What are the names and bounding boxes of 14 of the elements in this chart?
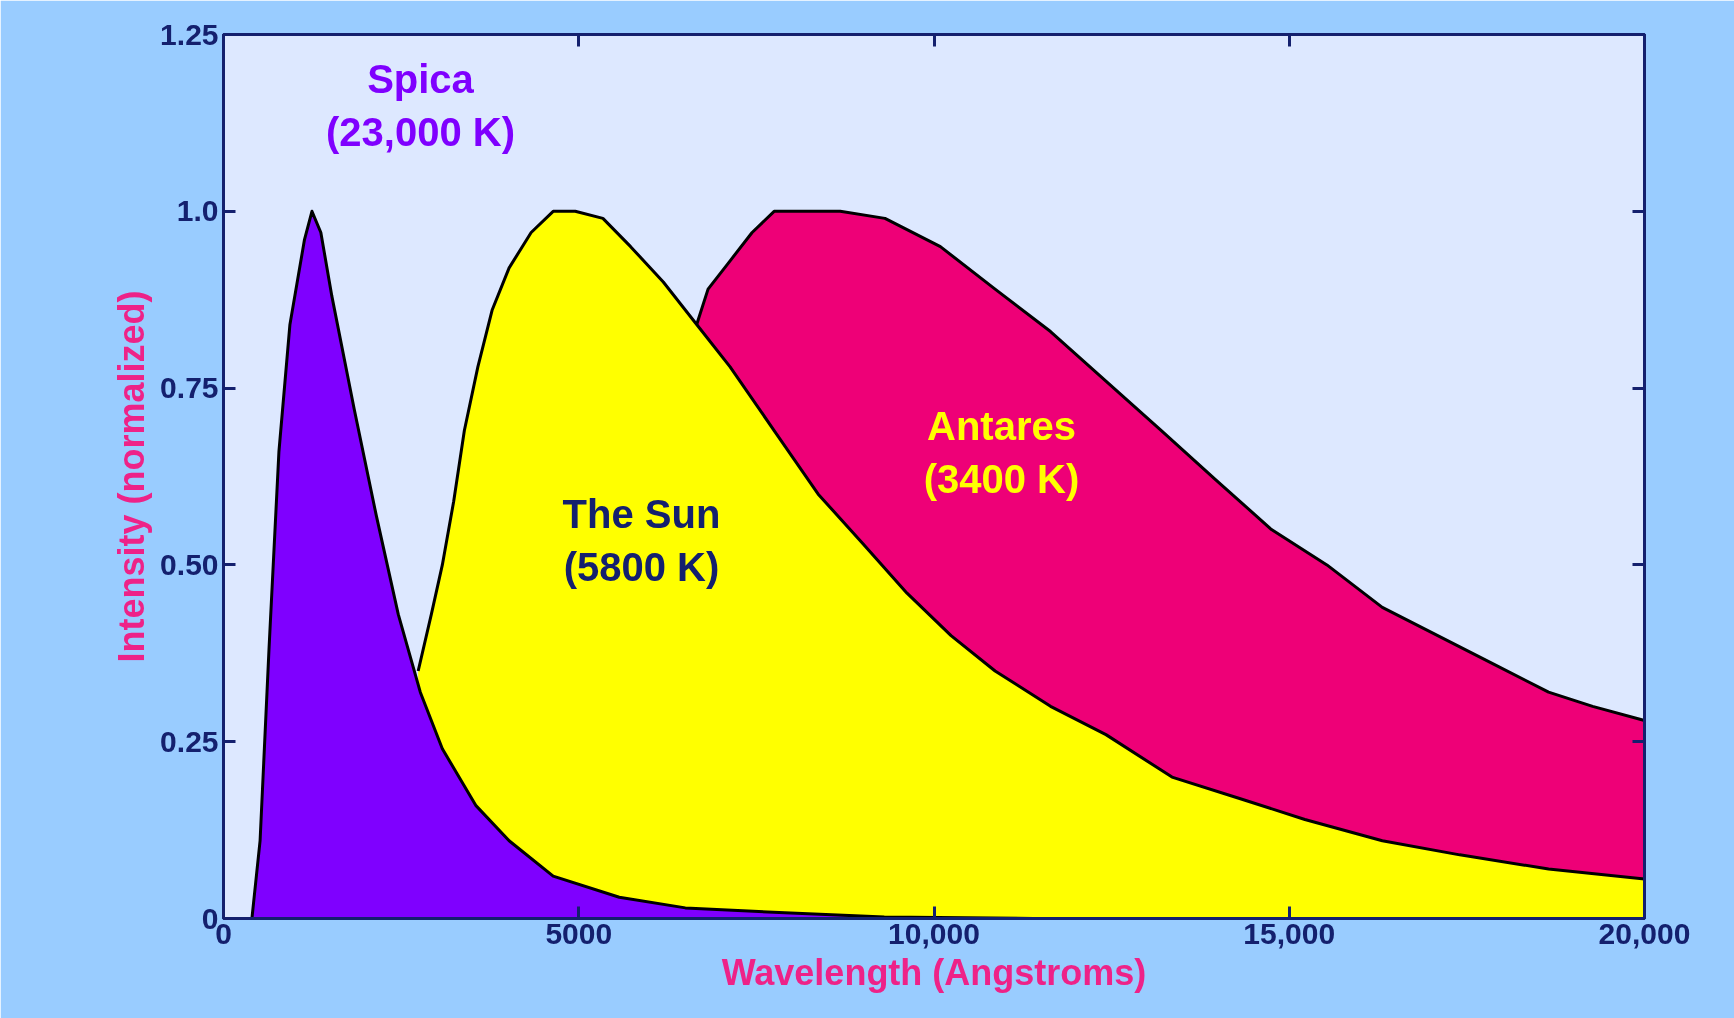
x-tick-label: 15,000 bbox=[1243, 916, 1336, 950]
x-tick-label: 5000 bbox=[545, 916, 613, 950]
y-tick-label: 1.0 bbox=[176, 194, 219, 228]
annotation: The Sun (5800 K) bbox=[562, 492, 721, 589]
y-tick-label: 0.75 bbox=[160, 371, 219, 405]
annotation: Spica (23,000 K) bbox=[326, 57, 515, 154]
y-axis-title: Intensity (normalized) bbox=[111, 290, 153, 663]
y-tick-label: 1.25 bbox=[160, 17, 219, 51]
x-tick-label: 20,000 bbox=[1598, 916, 1691, 950]
annotation: Antares (3400 K) bbox=[923, 404, 1080, 501]
y-tick-label: 0.50 bbox=[160, 547, 219, 581]
x-axis-title: Wavelength (Angstroms) bbox=[721, 951, 1147, 993]
y-tick-label: 0.25 bbox=[160, 724, 219, 758]
x-tick-label: 10,000 bbox=[888, 916, 980, 950]
